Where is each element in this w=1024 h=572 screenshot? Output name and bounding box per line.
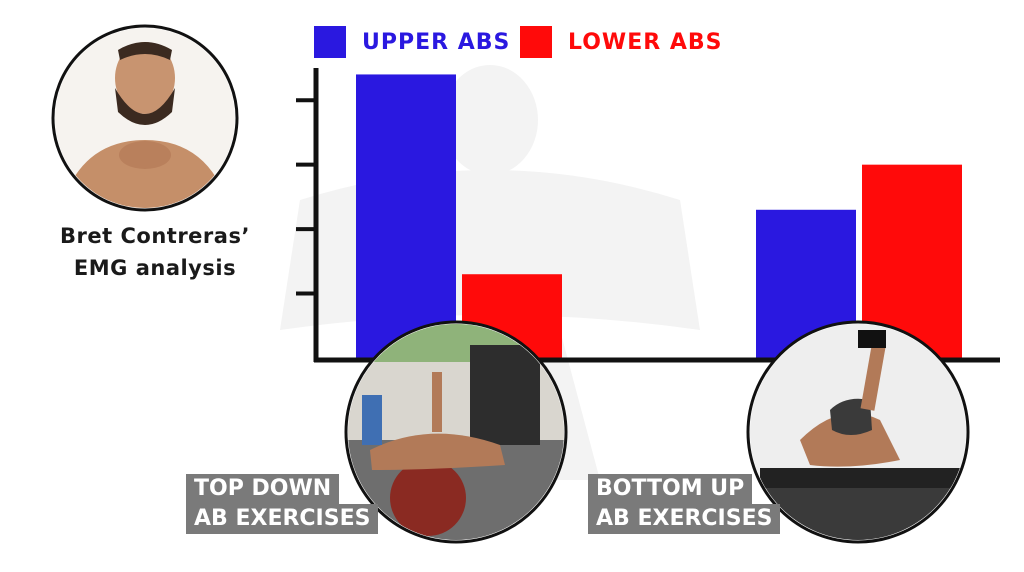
tag-right-line-1: BOTTOM UP <box>588 474 753 504</box>
legend-upper-abs: UPPER ABS <box>314 26 510 58</box>
tag-left-line-1: TOP DOWN <box>186 474 340 504</box>
portrait-caption: Bret Contreras’ EMG analysis <box>40 220 270 284</box>
caption-line-1: Bret Contreras’ <box>60 224 250 248</box>
legend-upper-label: UPPER ABS <box>362 29 511 55</box>
person-portrait-icon <box>51 24 239 212</box>
tag-left-line-2: AB EXERCISES <box>186 504 379 534</box>
bar-upper-0 <box>356 74 456 358</box>
ball-exercise-photo-icon <box>344 320 568 544</box>
y-ticks <box>296 98 318 296</box>
legend-lower-label: LOWER ABS <box>568 29 723 55</box>
category-tag-bottom-up: BOTTOM UP AB EXERCISES <box>588 474 781 534</box>
category-tag-top-down: TOP DOWN AB EXERCISES <box>186 474 379 534</box>
tag-right-line-2: AB EXERCISES <box>588 504 781 534</box>
leg-raise-photo-icon <box>746 320 970 544</box>
legend-lower-abs: LOWER ABS <box>520 26 722 58</box>
caption-line-2: EMG analysis <box>73 256 237 280</box>
legend-lower-swatch <box>520 26 552 58</box>
legend-upper-swatch <box>314 26 346 58</box>
